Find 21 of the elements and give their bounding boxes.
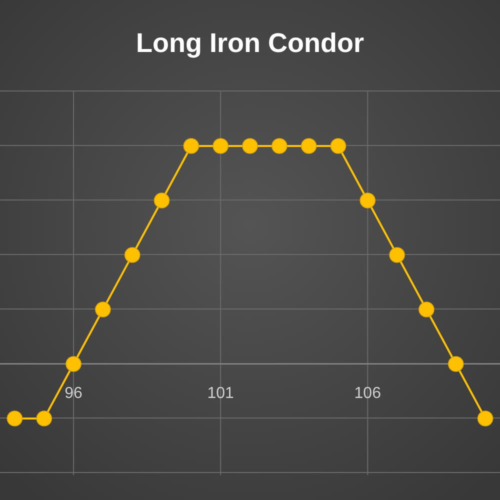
point (154, 192, 170, 208)
point (448, 356, 464, 372)
point (389, 247, 405, 263)
point (272, 138, 288, 154)
x-tick-label: 96 (64, 385, 83, 402)
point (124, 247, 140, 263)
point (6, 410, 23, 426)
point (95, 302, 111, 318)
x-tick-label: 101 (207, 385, 234, 402)
point (212, 138, 228, 154)
point (360, 192, 376, 208)
x-tick-label: 106 (354, 385, 382, 402)
point (66, 356, 82, 372)
point (183, 138, 200, 154)
point (300, 138, 317, 154)
chart-title: Long Iron Condor (136, 28, 364, 58)
point (36, 410, 52, 426)
point (418, 302, 434, 318)
point (477, 410, 494, 426)
point (330, 138, 346, 154)
point (242, 138, 258, 154)
